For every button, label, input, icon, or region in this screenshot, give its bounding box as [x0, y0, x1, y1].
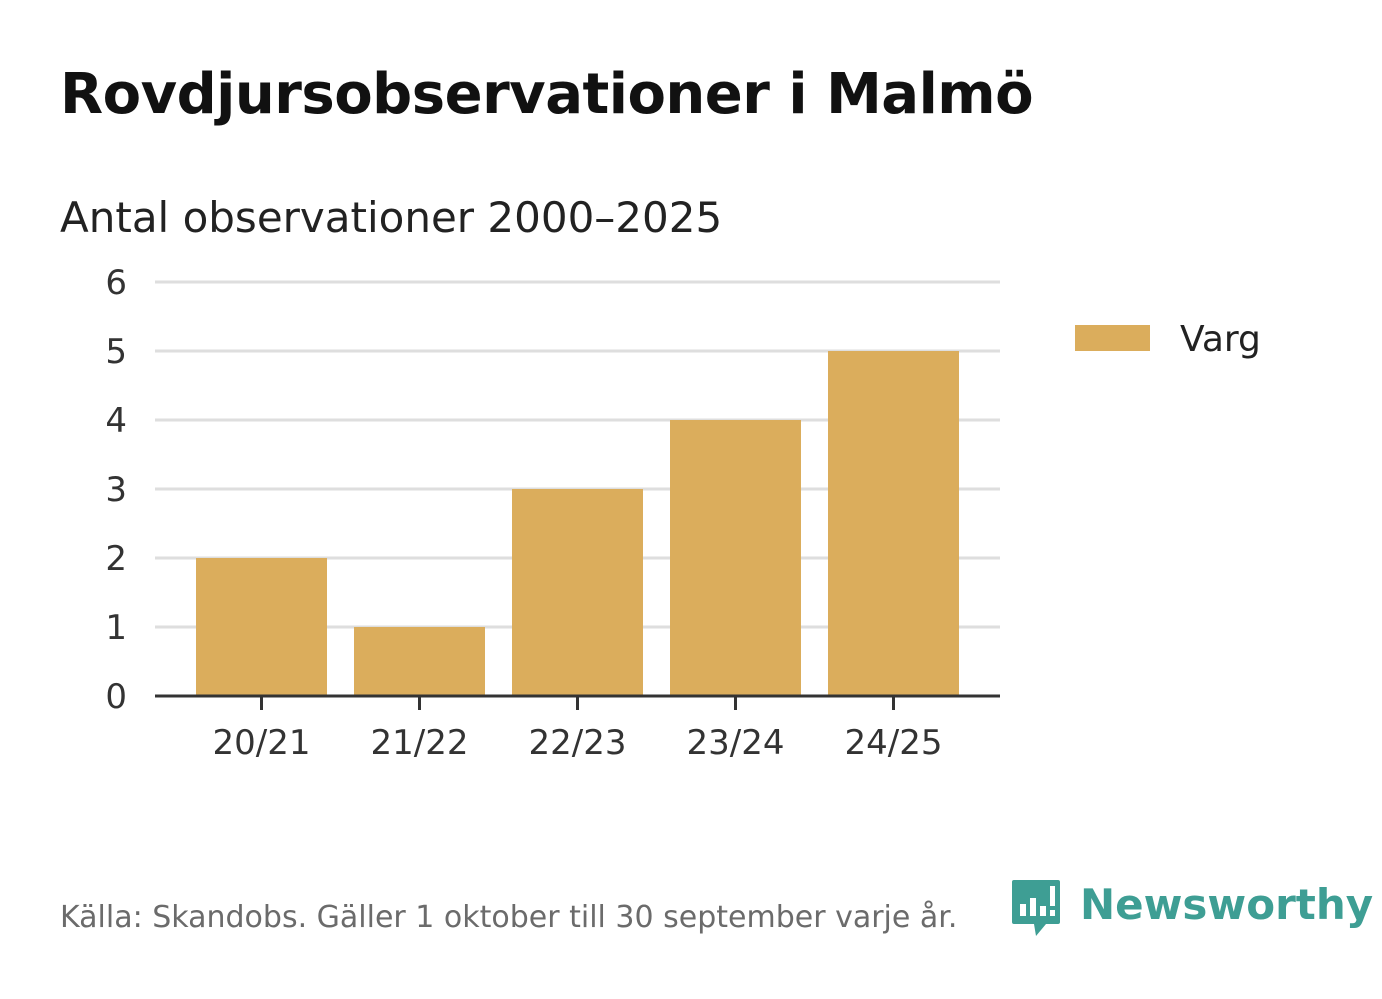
bars [196, 351, 959, 696]
x-tick-label: 20/21 [213, 723, 311, 763]
newsworthy-logo-icon [1012, 880, 1060, 936]
bar-24-25 [828, 351, 959, 696]
legend: Varg [1075, 319, 1261, 360]
x-tick-label: 24/25 [845, 723, 943, 763]
y-tick-label: 6 [105, 263, 127, 303]
y-tick-label: 3 [105, 470, 127, 510]
y-tick-label: 2 [105, 539, 127, 579]
y-tick-label: 5 [105, 332, 127, 372]
y-axis-ticks: 0 1 2 3 4 5 6 [105, 263, 127, 717]
source-note: Källa: Skandobs. Gäller 1 oktober till 3… [60, 900, 958, 935]
bar-chart: 0 1 2 3 4 5 6 20/21 21/22 22/23 23/24 24/25 Varg [105, 263, 1261, 763]
brand-name: Newsworthy [1080, 880, 1374, 929]
x-tick-label: 22/23 [529, 723, 627, 763]
x-axis-ticks: 20/21 21/22 22/23 23/24 24/25 [213, 696, 943, 763]
x-tick-label: 23/24 [687, 723, 785, 763]
brand-logo: Newsworthy [1010, 878, 1373, 940]
x-tick-label: 21/22 [371, 723, 469, 763]
y-tick-label: 4 [105, 401, 127, 441]
bar-23-24 [670, 420, 801, 696]
y-tick-label: 1 [105, 608, 127, 648]
bar-21-22 [354, 627, 485, 696]
bar-22-23 [512, 489, 643, 696]
chart-subtitle: Antal observationer 2000–2025 [60, 193, 723, 242]
legend-swatch-varg [1075, 325, 1150, 351]
chart-title: Rovdjursobservationer i Malmö [60, 62, 1034, 127]
y-tick-label: 0 [105, 677, 127, 717]
legend-label-varg: Varg [1180, 319, 1261, 360]
bar-20-21 [196, 558, 327, 696]
